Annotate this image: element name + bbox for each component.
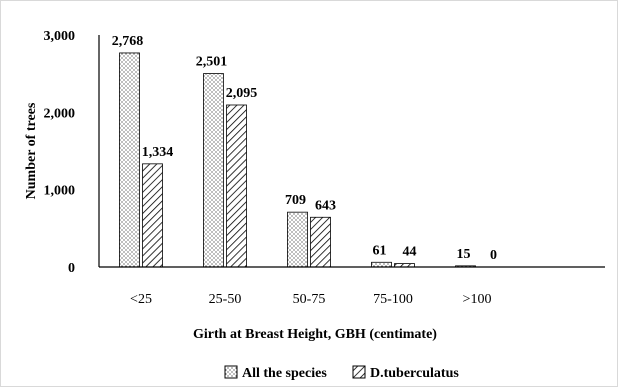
data-label-d-tuberculatus: 2,095 xyxy=(226,86,258,101)
legend-swatch-dotted xyxy=(224,365,238,379)
bar-all-species xyxy=(287,211,308,268)
legend-swatch-hatched xyxy=(352,365,366,379)
y-axis-title: Number of trees xyxy=(24,102,39,199)
axes xyxy=(98,35,605,268)
data-label-all-species: 61 xyxy=(373,243,387,258)
bar-all-species xyxy=(371,261,392,268)
legend: All the species D.tuberculatus xyxy=(224,365,459,381)
bar-d-tuberculatus xyxy=(142,163,163,268)
data-label-all-species: 15 xyxy=(457,247,471,262)
y-tick-label: 2,000 xyxy=(44,106,76,121)
data-label-all-species: 2,768 xyxy=(112,34,144,49)
legend-label-d-tuberculatus: D.tuberculatus xyxy=(370,366,459,381)
bar-d-tuberculatus xyxy=(310,216,331,268)
x-category-label: >100 xyxy=(463,292,492,307)
y-tick-label: 3,000 xyxy=(44,29,76,44)
x-axis-title: Girth at Breast Height, GBH (centimate) xyxy=(193,327,437,342)
data-label-all-species: 709 xyxy=(285,193,306,208)
x-category-label: 50-75 xyxy=(293,292,326,307)
y-axis-ticks: 0 1,000 2,000 3,000 xyxy=(44,29,76,276)
data-label-d-tuberculatus: 643 xyxy=(315,198,336,213)
legend-item-d-tuberculatus: D.tuberculatus xyxy=(352,365,459,381)
y-tick-label: 0 xyxy=(68,261,75,276)
legend-item-all-species: All the species xyxy=(224,365,327,381)
y-tick-label: 1,000 xyxy=(44,184,76,199)
legend-label-all-species: All the species xyxy=(242,366,327,381)
data-label-d-tuberculatus: 44 xyxy=(403,245,417,260)
data-label-all-species: 2,501 xyxy=(196,55,228,70)
x-axis-categories: <25 25-50 50-75 75-100 >100 xyxy=(130,292,491,307)
data-label-d-tuberculatus: 0 xyxy=(490,248,497,263)
bar-all-species xyxy=(119,52,140,268)
bar-d-tuberculatus xyxy=(226,104,247,268)
x-category-label: 25-50 xyxy=(209,292,242,307)
data-labels: 2,768 1,334 2,501 2,095 709 643 61 44 15 0 xyxy=(112,34,497,263)
data-label-d-tuberculatus: 1,334 xyxy=(142,145,174,160)
x-category-label: 75-100 xyxy=(373,292,413,307)
bars xyxy=(119,52,476,268)
bar-all-species xyxy=(203,73,224,268)
x-category-label: <25 xyxy=(130,292,152,307)
